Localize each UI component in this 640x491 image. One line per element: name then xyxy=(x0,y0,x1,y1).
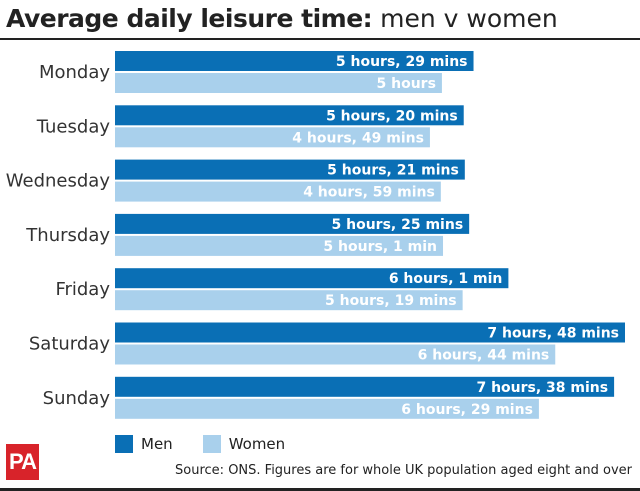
source-note: Source: ONS. Figures are for whole UK po… xyxy=(175,463,632,478)
legend-swatch-women xyxy=(202,435,221,453)
bar-label-women-wednesday: 4 hours, 59 mins xyxy=(303,185,435,201)
bar-label-women-monday: 5 hours xyxy=(377,76,436,92)
day-label-sunday: Sunday xyxy=(43,388,111,409)
bar-men-tuesday xyxy=(115,105,464,126)
legend-label-women: Women xyxy=(228,435,286,453)
legend-item-men: Men xyxy=(115,435,173,453)
legend-label-men: Men xyxy=(141,435,173,453)
bar-women-sunday xyxy=(115,398,539,419)
day-label-tuesday: Tuesday xyxy=(36,116,111,137)
bar-chart: Monday 5 hours, 29 mins 5 hours Tuesday 5 ho… xyxy=(6,51,625,419)
bar-men-monday xyxy=(115,51,474,71)
bar-label-women-thursday: 5 hours, 1 min xyxy=(323,239,437,255)
bar-label-women-saturday: 6 hours, 44 mins xyxy=(418,348,550,364)
pa-logo: PA xyxy=(6,444,39,480)
bar-men-thursday xyxy=(115,213,470,234)
bar-label-men-friday: 6 hours, 1 min xyxy=(389,271,503,287)
bar-label-men-sunday: 7 hours, 38 mins xyxy=(476,380,608,396)
bar-women-tuesday xyxy=(115,127,430,148)
day-label-friday: Friday xyxy=(55,279,110,300)
bar-label-men-saturday: 7 hours, 48 mins xyxy=(487,326,619,342)
title-bold: Average daily leisure time: xyxy=(6,4,373,33)
chart-title: Average daily leisure time: men v women xyxy=(6,2,558,36)
title-rule xyxy=(0,38,640,40)
bar-label-women-tuesday: 4 hours, 49 mins xyxy=(292,130,424,146)
bar-label-men-wednesday: 5 hours, 21 mins xyxy=(327,163,459,179)
bar-label-women-friday: 5 hours, 19 mins xyxy=(325,293,457,309)
bar-label-men-thursday: 5 hours, 25 mins xyxy=(332,217,464,233)
bottom-rule xyxy=(0,488,640,491)
day-label-monday: Monday xyxy=(39,62,110,83)
bar-label-men-tuesday: 5 hours, 20 mins xyxy=(326,108,458,124)
day-label-thursday: Thursday xyxy=(25,225,110,246)
legend-swatch-men xyxy=(115,435,133,453)
bar-label-men-monday: 5 hours, 29 mins xyxy=(336,54,468,70)
title-light: men v women xyxy=(380,4,558,33)
legend-item-women: Women xyxy=(202,435,286,453)
bar-men-sunday xyxy=(115,376,615,397)
bar-men-friday xyxy=(115,268,509,289)
bar-women-friday xyxy=(115,290,463,311)
bar-label-women-sunday: 6 hours, 29 mins xyxy=(401,402,533,418)
bar-men-saturday xyxy=(115,322,625,343)
bar-women-wednesday xyxy=(115,181,441,202)
day-label-wednesday: Wednesday xyxy=(6,171,111,192)
legend: Men Women xyxy=(115,434,315,454)
day-label-saturday: Saturday xyxy=(29,334,110,355)
bar-women-thursday xyxy=(115,235,444,256)
bar-women-monday xyxy=(115,73,442,93)
bar-men-wednesday xyxy=(115,159,465,180)
bar-women-saturday xyxy=(115,344,556,365)
